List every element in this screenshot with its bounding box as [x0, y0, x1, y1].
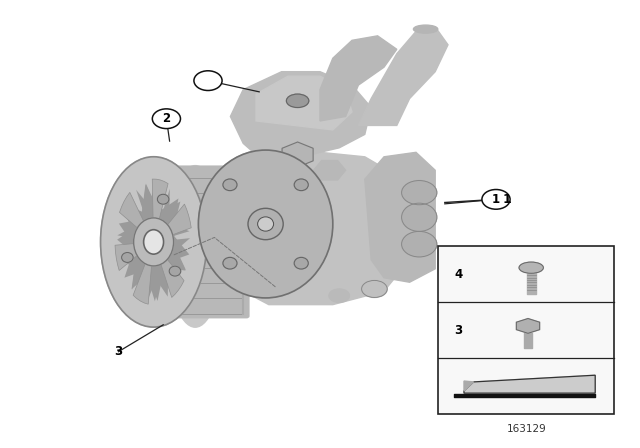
Ellipse shape [294, 258, 308, 269]
Ellipse shape [294, 179, 308, 190]
Polygon shape [163, 204, 191, 237]
Circle shape [152, 109, 180, 129]
Ellipse shape [100, 157, 207, 327]
Ellipse shape [402, 181, 437, 205]
Ellipse shape [402, 231, 437, 257]
Polygon shape [120, 192, 147, 233]
Polygon shape [314, 160, 346, 180]
Polygon shape [159, 254, 184, 297]
Ellipse shape [134, 218, 173, 266]
FancyBboxPatch shape [162, 181, 248, 188]
Polygon shape [152, 179, 168, 224]
Text: 2: 2 [163, 112, 170, 125]
Polygon shape [282, 142, 313, 167]
Polygon shape [464, 375, 595, 393]
Polygon shape [120, 184, 186, 290]
Bar [438, 246, 614, 414]
Ellipse shape [413, 25, 438, 33]
Ellipse shape [248, 208, 283, 240]
FancyBboxPatch shape [157, 165, 250, 319]
Text: 1: 1 [492, 193, 500, 206]
Ellipse shape [329, 289, 349, 302]
Polygon shape [119, 189, 185, 301]
Ellipse shape [143, 230, 164, 254]
Circle shape [482, 190, 510, 209]
FancyBboxPatch shape [162, 310, 248, 317]
Circle shape [194, 71, 222, 90]
Text: 3: 3 [115, 345, 122, 358]
Ellipse shape [402, 203, 437, 231]
Ellipse shape [362, 280, 387, 297]
Text: 4: 4 [454, 268, 463, 281]
Polygon shape [358, 27, 448, 125]
FancyBboxPatch shape [162, 267, 248, 274]
Polygon shape [464, 381, 474, 391]
FancyBboxPatch shape [162, 296, 248, 302]
Polygon shape [365, 152, 435, 282]
Polygon shape [124, 183, 189, 284]
Text: 163129: 163129 [506, 424, 547, 434]
Ellipse shape [287, 94, 309, 108]
Ellipse shape [169, 266, 180, 276]
Ellipse shape [198, 150, 333, 298]
FancyBboxPatch shape [162, 282, 248, 288]
FancyBboxPatch shape [162, 196, 248, 202]
Polygon shape [133, 258, 152, 304]
FancyBboxPatch shape [162, 253, 248, 259]
Ellipse shape [223, 179, 237, 190]
Polygon shape [256, 76, 352, 130]
Text: 1: 1 [502, 193, 511, 206]
Polygon shape [117, 198, 179, 301]
Polygon shape [516, 319, 540, 333]
Ellipse shape [167, 166, 223, 327]
FancyBboxPatch shape [162, 210, 248, 216]
Polygon shape [230, 72, 371, 166]
Polygon shape [120, 184, 190, 289]
Polygon shape [320, 36, 397, 121]
FancyBboxPatch shape [162, 239, 248, 245]
Ellipse shape [122, 253, 133, 263]
FancyBboxPatch shape [162, 167, 248, 173]
Ellipse shape [157, 194, 169, 204]
FancyBboxPatch shape [162, 224, 248, 231]
Ellipse shape [257, 217, 274, 231]
Ellipse shape [223, 258, 237, 269]
Ellipse shape [519, 262, 543, 273]
Polygon shape [117, 202, 189, 302]
Polygon shape [230, 152, 416, 305]
Polygon shape [115, 243, 143, 271]
Text: 3: 3 [454, 324, 463, 337]
